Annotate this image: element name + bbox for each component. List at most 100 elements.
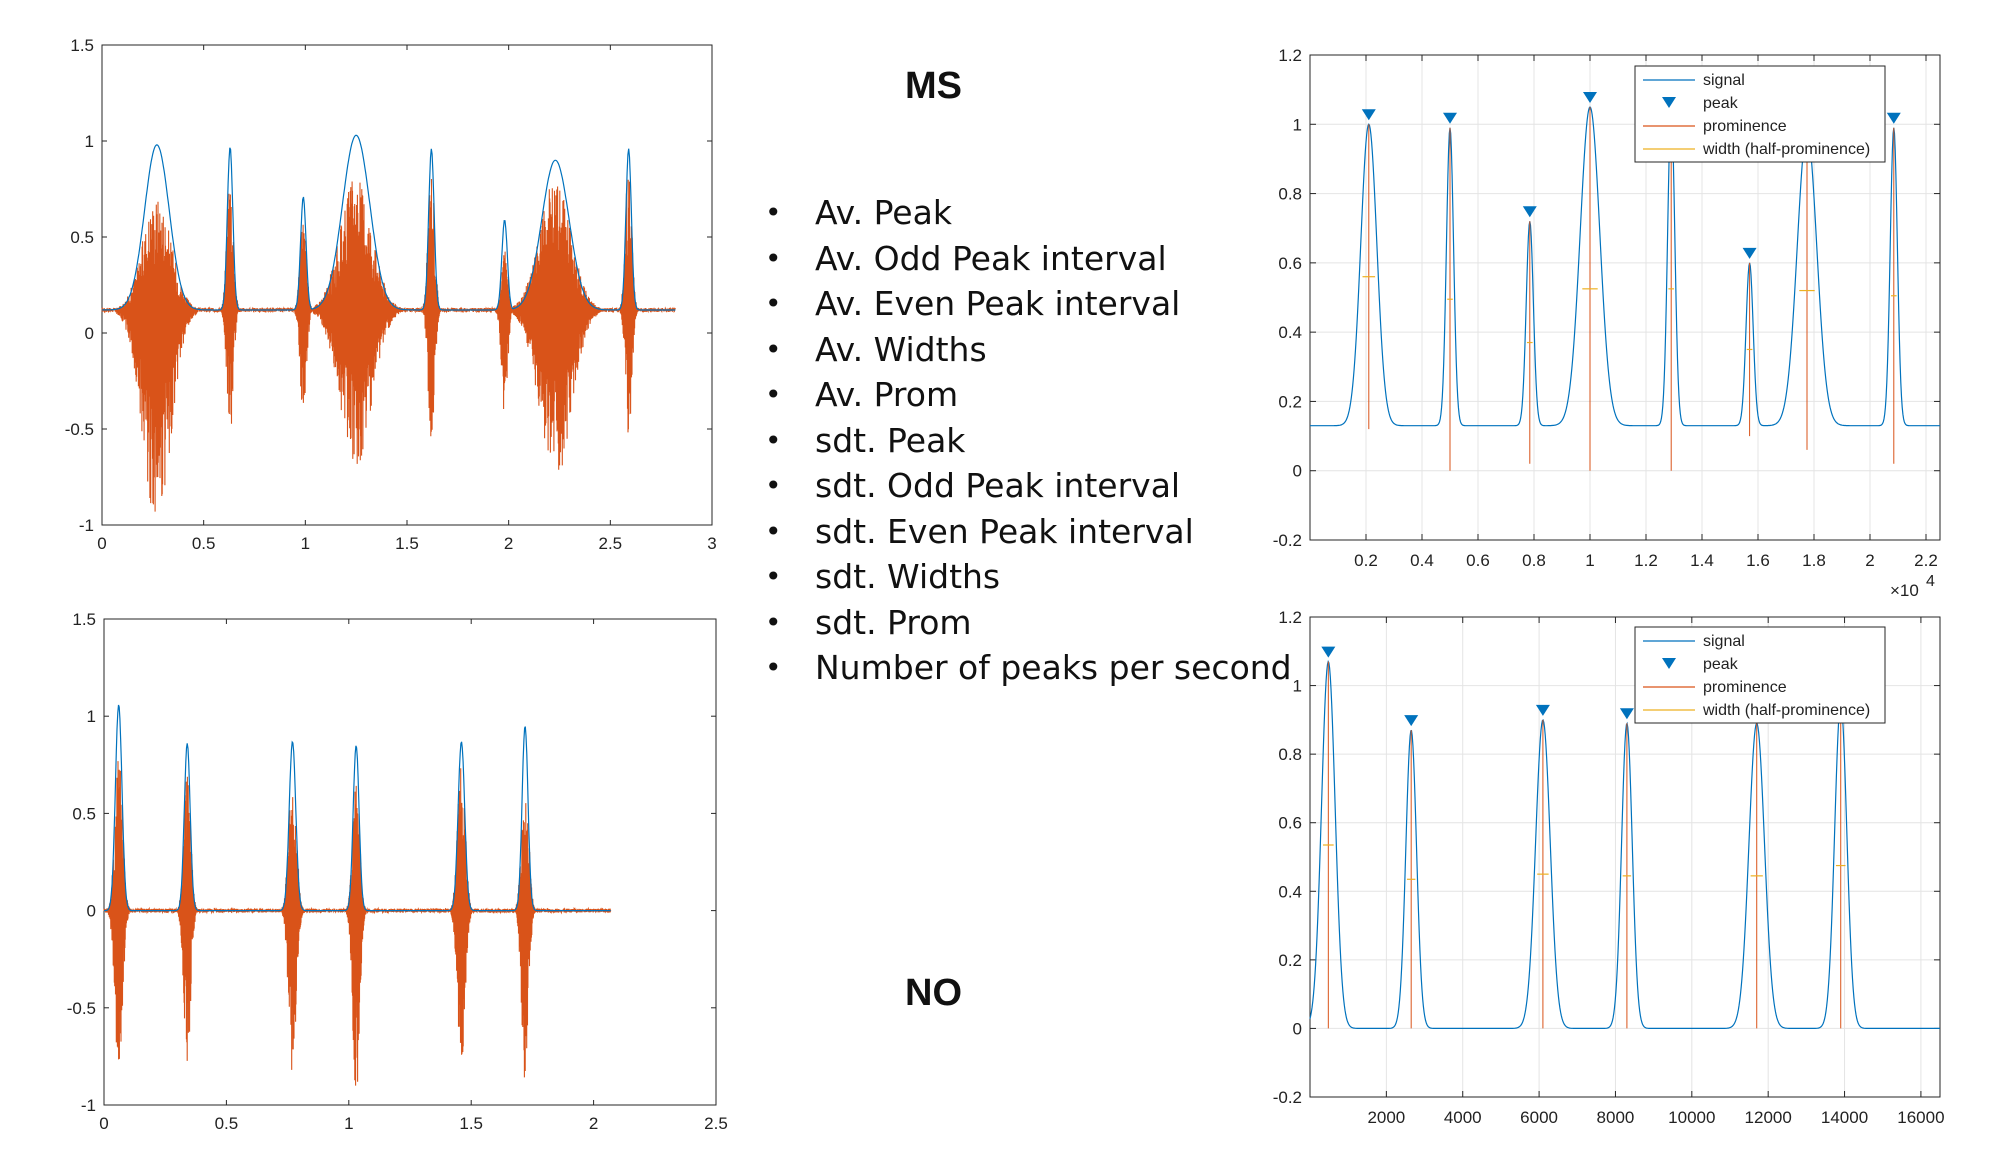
y-tick-label: -1	[81, 1096, 96, 1115]
envelope-line	[104, 704, 611, 912]
x-tick-label: 1	[301, 534, 310, 553]
y-tick-label: 1.5	[72, 610, 96, 629]
legend-box	[1634, 65, 1886, 163]
x-tick-label: 2.5	[599, 534, 623, 553]
x-tick-label: 3	[707, 534, 716, 553]
legend-entry: prominence	[1703, 679, 1787, 696]
x-tick-label: 1.2	[1634, 551, 1658, 570]
legend-swatch-peak	[1662, 97, 1676, 108]
x-tick-label: 1.4	[1690, 551, 1714, 570]
y-tick-label: -0.5	[67, 999, 96, 1018]
x-tick-label: 2.2	[1914, 551, 1938, 570]
y-tick-label: 1	[1293, 677, 1302, 696]
x-tick-label: 12000	[1745, 1108, 1792, 1127]
x-tick-label: 2.5	[704, 1114, 728, 1133]
ms-waveform-plot: 0 0.5 1 1.5 2 2.5 3 -1 -0.5 0 0.5 1 1.5	[65, 30, 730, 570]
raw-signal-line	[101, 178, 676, 512]
x-tick-label: 2	[589, 1114, 598, 1133]
x-tick-label: 16000	[1897, 1108, 1944, 1127]
axes-box	[101, 44, 713, 526]
x-tick-label: 1.6	[1746, 551, 1770, 570]
ms-peaks-plot: 0.2 0.4 0.6 0.8 1 1.2 1.4 1.6 1.8 2 2.2 -0.2 0 0.2 0.4…	[1245, 40, 1945, 610]
x-multiplier-exponent: 4	[1926, 573, 1935, 590]
legend-entry: signal	[1703, 72, 1745, 89]
axes-box	[1309, 54, 1941, 541]
y-tick-label: 0.5	[70, 228, 94, 247]
x-tick-label: 0.5	[192, 534, 216, 553]
x-tick-label: 1.8	[1802, 551, 1826, 570]
peak-marker	[1535, 704, 1550, 716]
legend-swatch-peak	[1662, 658, 1676, 669]
x-tick-label: 2000	[1367, 1108, 1405, 1127]
x-tick-label: 6000	[1520, 1108, 1558, 1127]
peak-marker	[1321, 646, 1336, 658]
feature-item: Av. Peak	[760, 190, 1292, 236]
peak-marker	[1361, 109, 1376, 121]
no-peaks-svg: 2000 4000 6000 8000 10000 12000 14000 16000 -0.2…	[1273, 608, 1945, 1127]
peak-marker	[1886, 112, 1901, 124]
feature-item: sdt. Widths	[760, 554, 1292, 600]
y-tick-label: 1.2	[1278, 46, 1302, 65]
y-tick-label: 0.2	[1278, 951, 1302, 970]
y-tick-label: 0	[87, 902, 96, 921]
legend: signal peak prominence width (half-prominen…	[1634, 626, 1886, 724]
x-tick-label: 0.6	[1466, 551, 1490, 570]
feature-list: Av. PeakAv. Odd Peak intervalAv. Even Pe…	[760, 190, 1292, 691]
peak-marker	[1742, 247, 1757, 259]
feature-item: Av. Odd Peak interval	[760, 236, 1292, 282]
x-tick-label: 2	[1865, 551, 1874, 570]
no-waveform-svg: 0 0.5 1 1.5 2 2.5 -1 -0.5 0 0.5 1 1.5	[67, 610, 728, 1133]
no-waveform-plot: 0 0.5 1 1.5 2 2.5 -1 -0.5 0 0.5 1 1.5	[67, 610, 730, 1155]
signal-line	[1309, 659, 1940, 1029]
y-tick-label: 1	[1293, 115, 1302, 134]
feature-item: sdt. Even Peak interval	[760, 509, 1292, 555]
y-tick-label: 0.8	[1278, 745, 1302, 764]
y-tick-label: -0.5	[65, 420, 94, 439]
axes-box	[1309, 616, 1941, 1098]
ms-waveform-svg: 0 0.5 1 1.5 2 2.5 3 -1 -0.5 0 0.5 1 1.5	[65, 36, 717, 553]
x-multiplier: ×10	[1890, 581, 1919, 600]
feature-item: Av. Widths	[760, 327, 1292, 373]
legend-entry: width (half-prominence)	[1702, 702, 1870, 719]
x-tick-label: 0.4	[1410, 551, 1434, 570]
peak-marker	[1583, 91, 1597, 103]
peak-marker	[1443, 112, 1457, 124]
no-peaks-plot: 2000 4000 6000 8000 10000 12000 14000 16000 -0.2…	[1245, 600, 1945, 1150]
raw-signal-line	[103, 761, 612, 1086]
y-tick-label: 0	[85, 324, 94, 343]
x-tick-label: 1	[344, 1114, 353, 1133]
no-label: NO	[905, 972, 962, 1014]
y-tick-label: -0.2	[1273, 1088, 1302, 1107]
peak-marker	[1404, 715, 1419, 727]
y-tick-label: 0	[1293, 462, 1302, 481]
y-tick-label: 1	[87, 707, 96, 726]
envelope-line	[101, 134, 676, 311]
ms-peaks-svg: 0.2 0.4 0.6 0.8 1 1.2 1.4 1.6 1.8 2 2.2-0.200.20.4…	[1273, 46, 1941, 600]
y-tick-label: 1.5	[70, 36, 94, 55]
x-tick-label: 10000	[1668, 1108, 1715, 1127]
x-tick-label: 0	[97, 534, 106, 553]
y-tick-label: 1	[85, 132, 94, 151]
x-tick-label: 1.5	[459, 1114, 483, 1133]
feature-item: sdt. Odd Peak interval	[760, 463, 1292, 509]
x-tick-label: 0.8	[1522, 551, 1546, 570]
peak-marker	[1619, 708, 1634, 720]
x-tick-label: 1	[1585, 551, 1594, 570]
x-tick-label: 2	[504, 534, 513, 553]
x-tick-label: 14000	[1821, 1108, 1868, 1127]
feature-item: Av. Prom	[760, 372, 1292, 418]
legend-entry: width (half-prominence)	[1702, 141, 1870, 158]
x-tick-label: 0.2	[1354, 551, 1378, 570]
legend-entry: peak	[1703, 95, 1739, 112]
y-tick-label: -1	[79, 516, 94, 535]
ms-label: MS	[905, 65, 962, 107]
signal-line	[1310, 106, 1940, 427]
legend-box	[1634, 626, 1886, 724]
y-tick-label: 0	[1293, 1019, 1302, 1038]
feature-item: Av. Even Peak interval	[760, 281, 1292, 327]
x-tick-label: 1.5	[395, 534, 419, 553]
feature-item: sdt. Peak	[760, 418, 1292, 464]
legend-entry: peak	[1703, 656, 1739, 673]
y-tick-label: 0.4	[1278, 882, 1302, 901]
x-tick-label: 0.5	[215, 1114, 239, 1133]
